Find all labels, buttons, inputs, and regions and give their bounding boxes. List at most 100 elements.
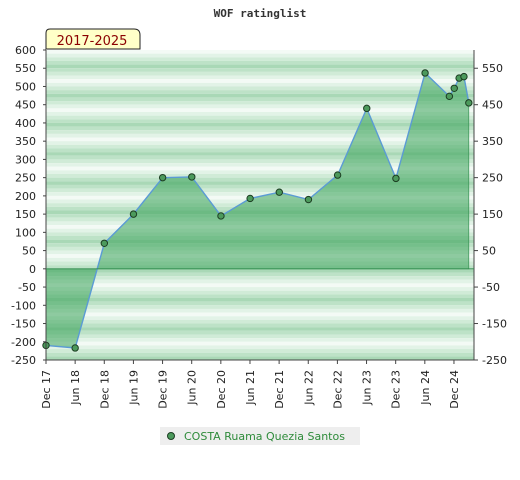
- band: [46, 323, 474, 328]
- band: [46, 184, 474, 189]
- band: [46, 68, 474, 72]
- band: [46, 308, 474, 313]
- band: [46, 115, 474, 120]
- band: [46, 64, 474, 69]
- x-tick-label: Jun 24: [419, 370, 432, 406]
- band: [46, 152, 474, 156]
- band: [46, 345, 474, 350]
- band: [46, 170, 474, 174]
- band: [46, 298, 474, 302]
- x-tick-label: Dec 23: [390, 370, 403, 409]
- band: [46, 166, 474, 171]
- x-tick-label: Jun 18: [69, 370, 82, 406]
- band: [46, 155, 474, 160]
- data-point: [465, 99, 473, 107]
- y-tick-label-left: 100: [15, 226, 36, 239]
- y-tick-label-left: 450: [15, 99, 36, 112]
- band: [46, 279, 474, 284]
- y-tick-label-left: -150: [11, 318, 36, 331]
- band: [46, 159, 474, 164]
- y-tick-label-right: 250: [482, 172, 503, 185]
- band: [46, 334, 474, 339]
- y-tick-label-left: 0: [29, 263, 36, 276]
- data-point: [188, 173, 196, 181]
- band: [46, 79, 474, 83]
- band: [46, 93, 474, 98]
- band: [46, 133, 474, 138]
- data-point: [445, 92, 454, 101]
- y-tick-label-left: 350: [15, 135, 36, 148]
- band: [46, 268, 474, 273]
- data-point: [217, 212, 225, 220]
- data-point: [275, 188, 283, 196]
- band: [46, 294, 474, 298]
- band: [46, 90, 474, 94]
- band: [46, 50, 474, 54]
- x-tick-label: Dec 24: [448, 370, 461, 409]
- band: [46, 137, 474, 142]
- y-tick-label-right: 50: [482, 245, 496, 258]
- band: [46, 130, 474, 134]
- y-tick-label-left: 500: [15, 80, 36, 93]
- band: [46, 181, 474, 185]
- y-tick-label-right: -150: [482, 318, 507, 331]
- band: [46, 290, 474, 295]
- data-point: [450, 84, 458, 92]
- x-tick-label: Dec 19: [157, 370, 170, 409]
- x-tick-label: Jun 21: [244, 370, 257, 406]
- y-tick-labels-right: 550 450 350 250 150 50 -50 -150 -250: [482, 62, 507, 367]
- band: [46, 141, 474, 145]
- y-tick-label-right: -50: [482, 281, 500, 294]
- band: [46, 57, 474, 61]
- y-tick-label-left: 150: [15, 208, 36, 221]
- x-tick-label: Dec 21: [273, 370, 286, 409]
- band: [46, 119, 474, 123]
- band: [46, 86, 474, 91]
- data-point: [333, 171, 342, 179]
- y-tick-label-left: 50: [22, 245, 36, 258]
- data-point: [246, 194, 254, 203]
- band: [46, 356, 474, 360]
- y-tick-label-left: -100: [11, 299, 36, 312]
- data-point: [304, 195, 313, 204]
- y-tick-label-left: 600: [15, 44, 36, 57]
- band: [46, 338, 474, 342]
- band: [46, 101, 474, 105]
- band: [46, 148, 474, 153]
- band: [46, 327, 474, 331]
- y-tick-label-left: 400: [15, 117, 36, 130]
- year-range-badge: 2017-2025: [45, 28, 141, 50]
- y-tick-label-right: 150: [482, 208, 503, 221]
- band: [46, 316, 474, 320]
- band: [46, 283, 474, 288]
- data-point: [158, 173, 167, 182]
- data-point: [129, 210, 138, 218]
- band: [46, 144, 474, 149]
- band: [46, 272, 474, 277]
- band: [46, 122, 474, 127]
- band: [46, 163, 474, 167]
- x-tick-labels: Dec 17 Jun 18 Dec 18 Jun 19 Dec 19 Jun 20 Dec …: [40, 370, 461, 409]
- band: [46, 53, 474, 58]
- band: [46, 312, 474, 317]
- x-tick-label: Dec 22: [331, 370, 344, 409]
- y-tick-label-left: -200: [11, 336, 36, 349]
- band: [46, 330, 474, 335]
- band: [46, 276, 474, 280]
- data-point: [392, 174, 400, 183]
- data-point: [421, 69, 429, 77]
- band: [46, 341, 474, 346]
- band: [46, 75, 474, 80]
- y-tick-label-left: 250: [15, 172, 36, 185]
- legend-series-label: COSTA Ruama Quezia Santos: [184, 430, 345, 443]
- chart-title: WOF ratinglist: [214, 7, 307, 20]
- band: [46, 301, 474, 306]
- band: [46, 112, 474, 116]
- year-range-text: 2017-2025: [57, 34, 128, 49]
- y-tick-label-left: -50: [18, 281, 36, 294]
- band: [46, 192, 474, 196]
- x-tick-label: Dec 17: [40, 370, 53, 409]
- y-tick-label-left: 300: [15, 153, 36, 166]
- x-tick-label: Dec 20: [215, 370, 228, 409]
